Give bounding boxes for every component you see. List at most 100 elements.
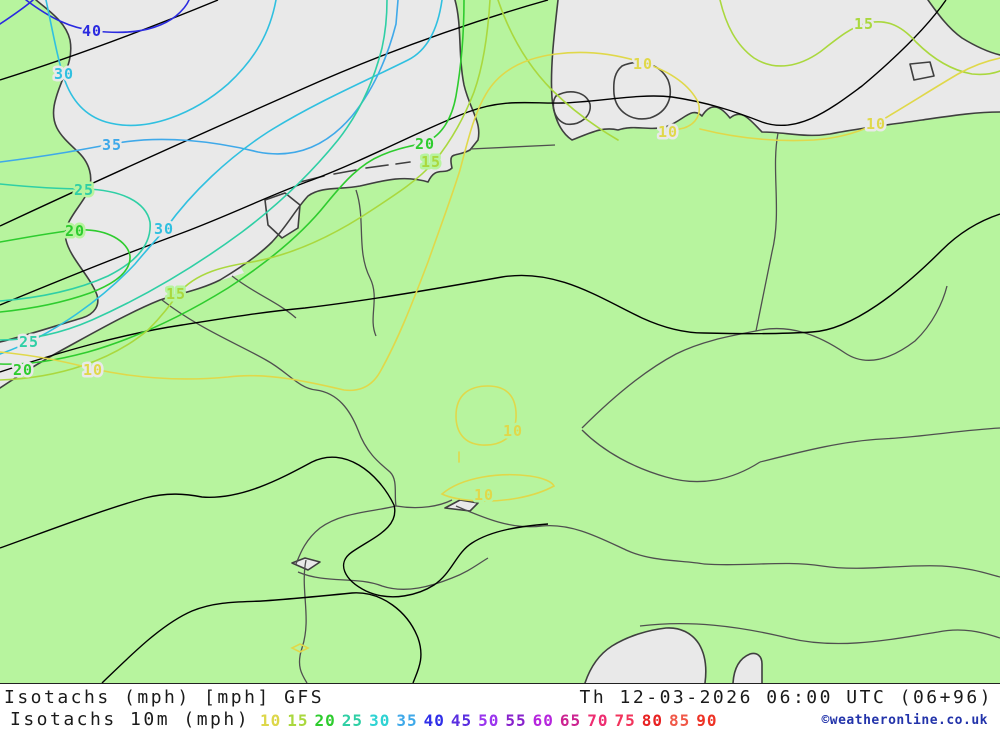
contour-20a bbox=[0, 229, 131, 313]
scale-value-45: 45 bbox=[450, 711, 473, 730]
contour-40 bbox=[25, 0, 190, 34]
funen-island bbox=[552, 91, 591, 126]
isoline-1 bbox=[0, 0, 219, 81]
zeeland-estuary-1 bbox=[210, 248, 256, 270]
contour-label-10: 10 bbox=[83, 361, 103, 379]
contour-label-15: 15 bbox=[421, 153, 441, 171]
contour-label-15: 15 bbox=[854, 15, 874, 33]
contour-label-20: 20 bbox=[13, 361, 33, 379]
ijsselmeer-outline bbox=[264, 192, 301, 239]
black-isolines-layer bbox=[0, 0, 1000, 683]
contour-label-30: 30 bbox=[154, 220, 174, 238]
istria-coast bbox=[732, 652, 763, 683]
border-be-fr-de bbox=[161, 299, 397, 507]
valid-time-label: Th 12-03-2026 06:00 UTC (06+96) bbox=[579, 687, 993, 708]
contour-label-10: 10 bbox=[474, 486, 494, 504]
border-de-pl bbox=[755, 132, 779, 332]
scale-value-15: 15 bbox=[287, 711, 309, 730]
scale-value-70: 70 bbox=[587, 711, 609, 730]
scale-value-85: 85 bbox=[668, 711, 691, 730]
legend-title-line2: Isotachs 10m (mph) bbox=[10, 709, 251, 730]
legend-title-line1: Isotachs (mph) [mph] GFS bbox=[4, 687, 325, 708]
scale-value-80: 80 bbox=[641, 711, 663, 730]
contour-label-10: 10 bbox=[633, 55, 653, 73]
contour-label-10: 10 bbox=[866, 115, 886, 133]
border-ch-de bbox=[395, 499, 453, 509]
scale-value-20: 20 bbox=[314, 711, 336, 730]
scale-value-90: 90 bbox=[696, 711, 718, 730]
contour-15a bbox=[0, 0, 491, 381]
scale-value-25: 25 bbox=[341, 711, 364, 730]
border-nl-de bbox=[355, 189, 377, 337]
sea-layer bbox=[0, 0, 1000, 683]
border-ch-it bbox=[297, 557, 489, 590]
lake-constance-outline bbox=[444, 499, 479, 512]
contour-10-loop2 bbox=[440, 473, 556, 502]
adriatic-sea bbox=[585, 627, 706, 683]
contour-25b bbox=[0, 0, 388, 341]
contour-label-25: 25 bbox=[19, 333, 39, 351]
bornholm-island bbox=[909, 61, 935, 81]
contour-label-20: 20 bbox=[415, 135, 435, 153]
england-coast bbox=[0, 0, 99, 343]
baltic-south-coast bbox=[550, 0, 1000, 141]
contour-25a bbox=[0, 183, 151, 302]
contour-15b bbox=[497, 0, 619, 141]
contour-35 bbox=[0, 0, 399, 163]
border-fr-it bbox=[298, 559, 308, 683]
baltic-sea bbox=[551, 0, 1000, 140]
contour-label-30: 30 bbox=[54, 65, 74, 83]
border-de-cz-north bbox=[581, 330, 757, 429]
border-cz-at bbox=[759, 427, 1000, 463]
adriatic-east bbox=[733, 653, 762, 683]
border-slo-cro bbox=[639, 623, 1000, 645]
isotach-scale: 10 15 20 25 30 35 40 45 50 55 60 65 70 75 80 85 90 bbox=[260, 711, 718, 730]
scale-value-35: 35 bbox=[396, 711, 418, 730]
contour-30a bbox=[45, 0, 277, 127]
coastline-layer bbox=[0, 0, 1000, 683]
scale-value-65: 65 bbox=[559, 711, 582, 730]
contour-40b bbox=[0, 0, 34, 25]
continent-coast bbox=[0, 0, 480, 389]
contour-10-loop1 bbox=[455, 385, 517, 446]
border-at-hu bbox=[703, 562, 1000, 578]
frisian-islands bbox=[299, 161, 411, 183]
north-sea bbox=[0, 0, 479, 388]
isoline-6 bbox=[101, 592, 422, 683]
scale-value-75: 75 bbox=[614, 711, 636, 730]
isoline-5 bbox=[0, 456, 549, 598]
contour-20b bbox=[0, 0, 465, 365]
contour-10-tiny bbox=[290, 643, 310, 653]
contour-label-40: 40 bbox=[82, 22, 102, 40]
contour-label-10: 10 bbox=[658, 123, 678, 141]
contour-label-35: 35 bbox=[102, 136, 122, 154]
border-de-dk bbox=[469, 144, 556, 150]
scale-value-30: 30 bbox=[369, 711, 391, 730]
scale-value-40: 40 bbox=[423, 711, 445, 730]
scale-value-60: 60 bbox=[532, 711, 554, 730]
isoline-4 bbox=[0, 213, 1000, 373]
contour-label-25: 25 bbox=[74, 181, 94, 199]
contour-label-20: 20 bbox=[65, 222, 85, 240]
zeeland-estuary-2 bbox=[200, 266, 244, 285]
contour-label-10: 10 bbox=[503, 422, 523, 440]
map-area: 40 30 35 25 20 30 25 20 10 15 20 15 10 10 15 10 10 10 bbox=[0, 0, 1000, 683]
credit-link[interactable]: ©weatheronline.co.uk bbox=[821, 713, 988, 728]
isotach-contours-layer bbox=[0, 0, 1000, 653]
contour-label-15: 15 bbox=[166, 285, 186, 303]
scale-value-50: 50 bbox=[478, 711, 500, 730]
border-de-at bbox=[455, 505, 705, 565]
ijsselmeer bbox=[265, 193, 300, 238]
scale-value-10: 10 bbox=[260, 711, 282, 730]
adriatic-coast bbox=[584, 627, 707, 683]
border-ch-fr bbox=[295, 505, 397, 565]
isoline-3 bbox=[0, 0, 947, 306]
legend-bar: Isotachs (mph) [mph] GFS Isotachs 10m (m… bbox=[0, 683, 1000, 733]
border-de-cz-south bbox=[581, 429, 761, 483]
isoline-2 bbox=[0, 0, 549, 227]
scale-value-55: 55 bbox=[505, 711, 527, 730]
borders-layer bbox=[161, 132, 1000, 683]
